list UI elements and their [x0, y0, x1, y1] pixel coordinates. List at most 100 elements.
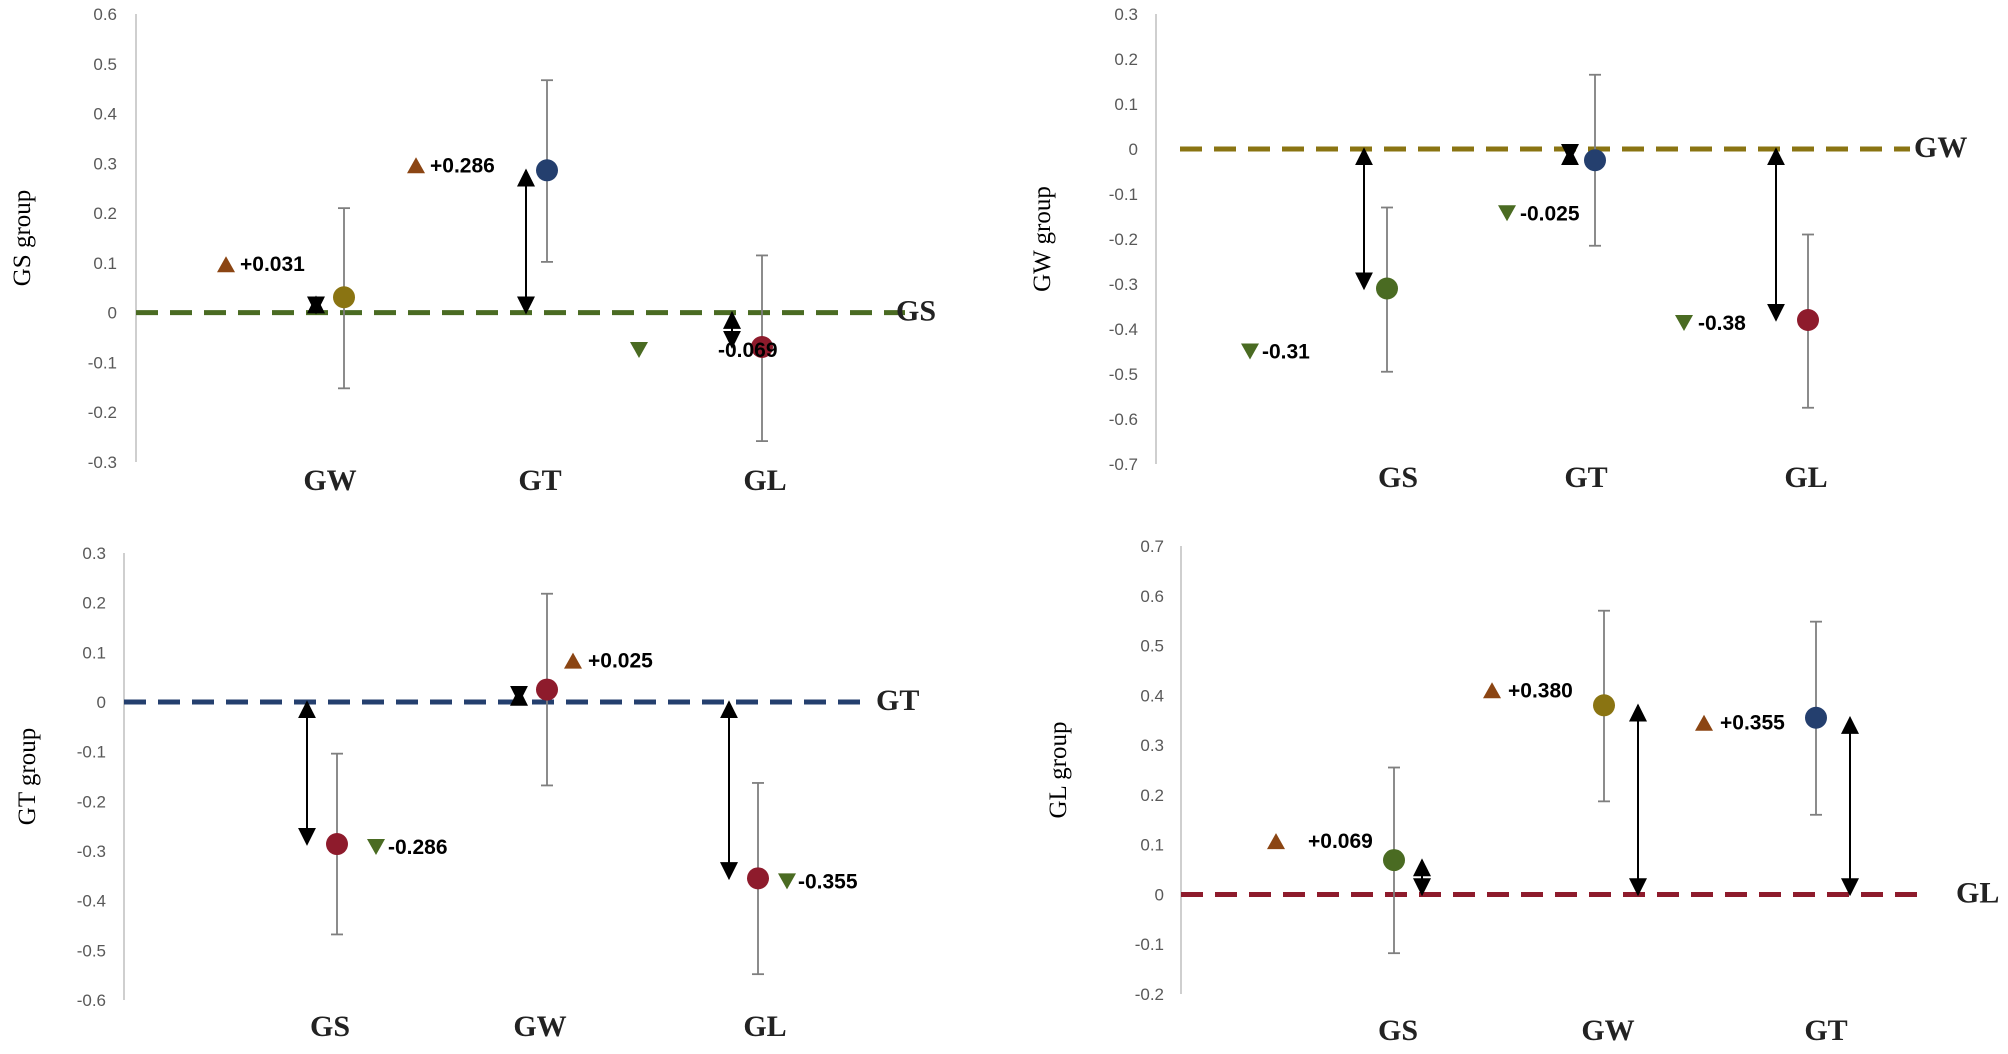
y-tick-label: -0.1 — [1109, 185, 1138, 204]
data-point — [747, 867, 769, 890]
y-tick-label: -0.2 — [1135, 985, 1164, 1004]
y-tick-label: 0.2 — [82, 594, 106, 613]
y-tick-label: 0.6 — [93, 5, 117, 24]
triangle-down-icon — [1498, 205, 1516, 222]
data-label: -0.069 — [718, 339, 778, 362]
x-category-label: GL — [743, 464, 786, 497]
data-point — [1376, 277, 1398, 300]
y-tick-label: 0.4 — [93, 105, 117, 124]
y-axis-label: GL group — [1045, 722, 1072, 819]
x-category-label: GS — [1378, 1014, 1418, 1047]
y-tick-label: -0.3 — [77, 842, 106, 861]
triangle-down-icon — [1675, 315, 1693, 331]
y-tick-label: -0.1 — [77, 743, 106, 762]
triangle-up-icon — [217, 256, 235, 273]
y-tick-label: -0.2 — [88, 403, 117, 422]
x-category-label: GL — [743, 1010, 786, 1043]
reference-label: GL — [1956, 876, 1999, 909]
y-tick-label: 0.4 — [1140, 686, 1164, 705]
data-label: +0.286 — [430, 154, 495, 177]
y-axis-label: GS group — [9, 190, 36, 287]
triangle-up-icon — [1483, 682, 1501, 699]
panel-gt: 0.3 0.2 0.1 0 -0.1 -0.2 -0.3 -0.4 -0.5 -0.6 GT gro… — [14, 544, 919, 1043]
y-tick-label: -0.4 — [77, 892, 106, 911]
x-category-label: GS — [310, 1010, 350, 1043]
data-label: -0.38 — [1698, 312, 1746, 335]
y-tick-label: -0.5 — [1109, 365, 1138, 384]
data-label: -0.025 — [1520, 202, 1580, 225]
panel-gs: 0.6 0.5 0.4 0.3 0.2 0.1 0 -0.1 -0.2 -0.3 GS group G… — [9, 5, 936, 497]
y-tick-label: -0.4 — [1109, 320, 1138, 339]
y-tick-label: -0.6 — [77, 991, 106, 1010]
x-category-label: GS — [1378, 461, 1418, 494]
data-label: -0.31 — [1262, 341, 1310, 364]
data-point — [536, 159, 558, 182]
triangle-up-icon — [1695, 714, 1713, 731]
y-tick-label: 0.1 — [93, 254, 117, 273]
y-tick-label: 0 — [108, 304, 117, 323]
reference-label: GW — [1914, 131, 1967, 164]
data-point — [326, 833, 348, 856]
data-label: -0.355 — [798, 870, 858, 893]
triangle-up-icon — [407, 157, 425, 174]
data-label: +0.355 — [1720, 712, 1785, 735]
reference-label: GS — [896, 295, 936, 328]
y-tick-label: -0.6 — [1109, 410, 1138, 429]
triangle-down-icon — [1241, 343, 1259, 360]
x-category-label: GT — [1564, 461, 1607, 494]
data-label: +0.025 — [588, 650, 653, 673]
y-tick-label: 0.3 — [1114, 5, 1138, 24]
data-point — [1805, 706, 1827, 729]
data-point — [1383, 849, 1405, 872]
reference-label: GT — [876, 684, 919, 717]
data-point — [1593, 694, 1615, 717]
triangle-down-icon — [367, 839, 385, 856]
y-tick-label: 0.7 — [1140, 537, 1164, 556]
x-category-label: GL — [1784, 461, 1827, 494]
y-tick-label: 0.3 — [1140, 736, 1164, 755]
data-label: -0.286 — [388, 836, 448, 859]
data-point — [536, 678, 558, 701]
triangle-up-icon — [564, 652, 582, 669]
y-tick-label: -0.2 — [77, 792, 106, 811]
triangle-down-icon — [630, 342, 648, 359]
x-category-label: GT — [518, 464, 561, 497]
y-tick-label: 0.6 — [1140, 587, 1164, 606]
y-tick-label: 0 — [1129, 140, 1138, 159]
panel-gl: 0.7 0.6 0.5 0.4 0.3 0.2 0.1 0 -0.1 -0.2 GL group GL… — [1045, 537, 1999, 1047]
y-tick-label: -0.3 — [88, 453, 117, 472]
y-tick-label: 0.1 — [1140, 836, 1164, 855]
data-point — [333, 286, 355, 309]
data-point — [1797, 309, 1819, 331]
y-tick-label: 0.2 — [1114, 50, 1138, 69]
y-tick-label: -0.5 — [77, 941, 106, 960]
y-tick-label: 0 — [1155, 885, 1164, 904]
y-axis-label: GT group — [14, 728, 41, 825]
y-axis-label: GW group — [1029, 186, 1056, 292]
y-tick-label: 0.2 — [93, 204, 117, 223]
x-category-label: GW — [1581, 1014, 1634, 1047]
data-label: +0.069 — [1308, 830, 1373, 853]
triangle-up-icon — [1267, 833, 1285, 850]
data-point — [751, 336, 773, 359]
y-tick-label: 0.5 — [1140, 637, 1164, 656]
triangle-down-icon — [778, 873, 796, 890]
y-tick-label: -0.2 — [1109, 230, 1138, 249]
y-tick-label: 0 — [97, 693, 106, 712]
data-label: +0.031 — [240, 253, 305, 276]
y-tick-label: 0.5 — [93, 55, 117, 74]
y-tick-label: 0.3 — [82, 544, 106, 563]
y-tick-label: 0.3 — [93, 154, 117, 173]
data-point — [1584, 149, 1606, 172]
y-tick-label: 0.2 — [1140, 786, 1164, 805]
x-category-label: GW — [303, 464, 356, 497]
y-tick-label: 0.1 — [82, 643, 106, 662]
y-tick-label: -0.1 — [88, 353, 117, 372]
x-category-label: GT — [1804, 1014, 1847, 1047]
y-tick-label: -0.3 — [1109, 275, 1138, 294]
y-tick-label: 0.1 — [1114, 95, 1138, 114]
x-category-label: GW — [513, 1010, 566, 1043]
panel-gw: 0.3 0.2 0.1 0 -0.1 -0.2 -0.3 -0.4 -0.5 -0.6 -0.7 GW… — [1029, 5, 1967, 494]
data-label: +0.380 — [1508, 679, 1573, 702]
